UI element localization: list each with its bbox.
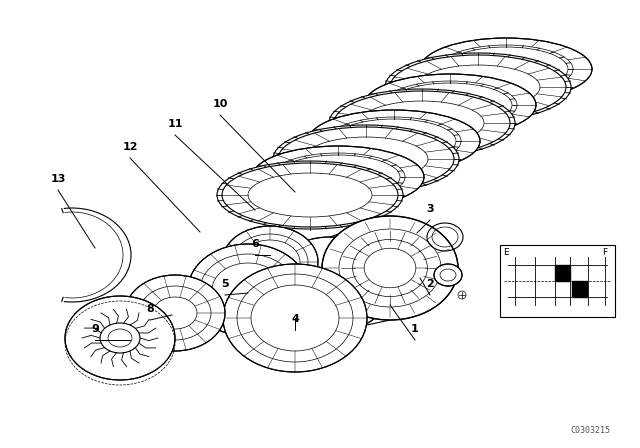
Ellipse shape [329, 89, 515, 157]
Ellipse shape [268, 237, 392, 333]
Ellipse shape [273, 125, 459, 193]
Text: E: E [503, 247, 509, 257]
Text: 9: 9 [91, 324, 99, 334]
Ellipse shape [188, 244, 308, 336]
Text: F: F [602, 247, 607, 257]
Text: 3: 3 [426, 204, 434, 214]
Ellipse shape [125, 275, 225, 351]
Bar [555, 265, 570, 281]
Ellipse shape [222, 226, 318, 298]
Ellipse shape [385, 53, 571, 121]
Text: 13: 13 [51, 174, 66, 184]
Bar [572, 281, 587, 297]
Text: 12: 12 [122, 142, 138, 152]
Text: 2: 2 [426, 279, 434, 289]
Text: 10: 10 [212, 99, 228, 109]
Ellipse shape [217, 161, 403, 229]
Ellipse shape [434, 264, 462, 286]
Ellipse shape [252, 146, 424, 208]
Ellipse shape [308, 110, 480, 172]
Text: 8: 8 [146, 304, 154, 314]
Ellipse shape [364, 74, 536, 136]
Ellipse shape [223, 264, 367, 372]
Ellipse shape [322, 216, 458, 320]
Text: 5: 5 [221, 279, 229, 289]
Ellipse shape [65, 296, 175, 380]
Ellipse shape [420, 38, 592, 100]
Bar [500, 245, 615, 317]
Text: 11: 11 [167, 119, 183, 129]
Text: 4: 4 [291, 314, 299, 324]
Text: 6: 6 [251, 239, 259, 249]
Text: C0303215: C0303215 [570, 426, 610, 435]
Text: 1: 1 [411, 324, 419, 334]
